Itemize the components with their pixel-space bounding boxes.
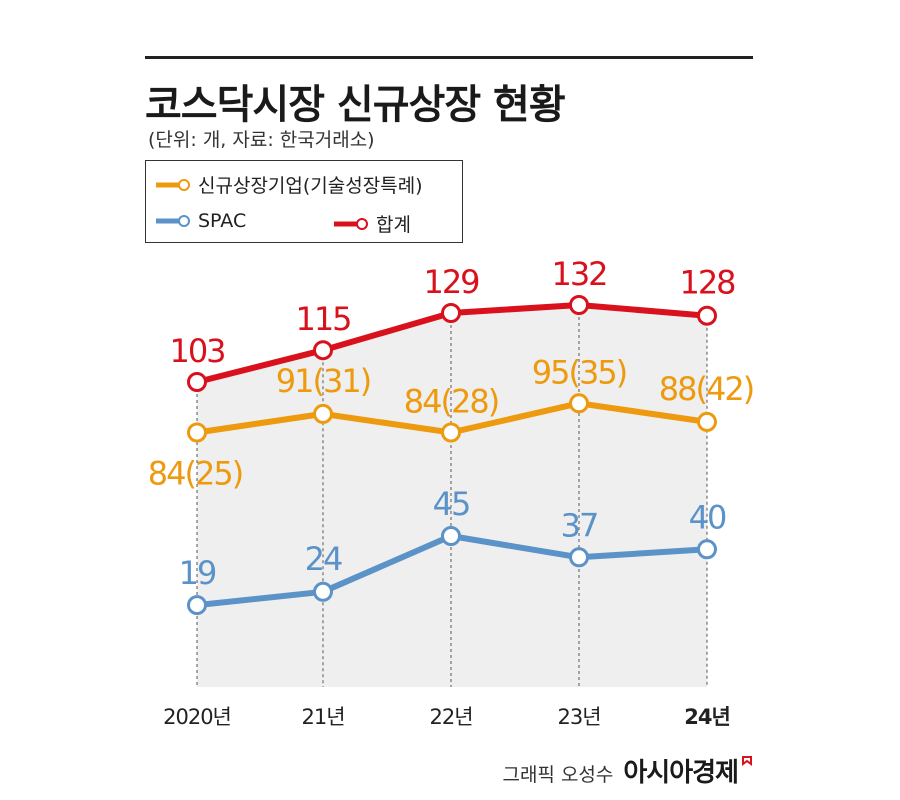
marker-spac-5: [697, 539, 717, 560]
graphic-credit: 그래픽 오성수: [502, 764, 614, 786]
value-labels: 103 115 129 132 128 84(25) 91(31) 84(28) 95(35) 8…: [148, 255, 755, 592]
footer: 그래픽 오성수 아시아경제: [502, 752, 753, 789]
value-label-spac-2: 24: [305, 540, 342, 578]
marker-new_listing-4: [569, 393, 589, 414]
value-label-total-2: 115: [295, 300, 350, 338]
value-label-spac-1: 19: [179, 554, 216, 592]
value-label-spac-4: 37: [561, 506, 598, 544]
value-label-total-3: 129: [423, 263, 479, 301]
marker-spac-3: [441, 526, 461, 546]
value-label-spac-5: 40: [689, 498, 726, 536]
value-label-total-4: 132: [551, 255, 606, 293]
marker-spac-4: [569, 547, 589, 568]
legend-item-new-listing: 신규상장기업(기술성장특례): [154, 171, 423, 198]
legend-swatch-new-listing: [156, 178, 190, 191]
legend-label-spac: SPAC: [198, 210, 247, 232]
x-tick-label-5: 24년: [684, 705, 730, 729]
chart-title: 코스닥시장 신규상장 현황: [145, 82, 566, 128]
legend-item-total: 합계: [332, 210, 411, 237]
marker-total-4: [569, 295, 589, 315]
value-label-spac-3: 45: [433, 485, 470, 523]
marker-spac-1: [187, 595, 207, 616]
marker-new_listing-2: [313, 403, 333, 424]
marker-total-5: [697, 305, 717, 326]
value-label-new_listing-4: 95(35): [532, 353, 626, 391]
legend-label-total: 합계: [376, 214, 411, 236]
value-label-new_listing-5: 88(42): [659, 370, 753, 408]
x-tick-label-3: 22년: [429, 705, 472, 729]
marker-new_listing-3: [441, 422, 461, 443]
value-label-new_listing-3: 84(28): [404, 383, 498, 421]
marker-new_listing-1: [187, 422, 207, 443]
marker-total-1: [187, 372, 207, 392]
markers: [187, 295, 717, 616]
x-tick-label-1: 2020년: [163, 705, 231, 729]
marker-new_listing-5: [697, 411, 717, 432]
x-tick-label-2: 21년: [301, 705, 344, 729]
value-label-new_listing-2: 91(31): [276, 362, 370, 400]
publisher-logo: 아시아경제: [623, 758, 739, 788]
marker-spac-2: [313, 581, 333, 602]
legend: 신규상장기업(기술성장특례) SPAC 합계: [145, 160, 463, 243]
unit-source-note: (단위: 개, 자료: 한국거래소): [148, 129, 375, 151]
value-label-new_listing-1: 84(25): [148, 455, 242, 493]
marker-total-3: [441, 303, 461, 323]
legend-item-spac: SPAC: [154, 210, 246, 232]
publisher-mark-icon: [742, 756, 752, 766]
top-rule: [145, 56, 753, 59]
x-axis-tick-labels: 2020년 21년 22년 23년 24년: [163, 705, 731, 729]
marker-total-2: [313, 340, 333, 361]
legend-swatch-spac: [156, 215, 190, 227]
legend-label-new-listing: 신규상장기업(기술성장특례): [198, 175, 423, 197]
value-label-total-5: 128: [679, 264, 735, 302]
x-tick-label-4: 23년: [557, 705, 600, 729]
legend-swatch-total: [334, 217, 368, 230]
value-label-total-1: 103: [169, 332, 224, 370]
